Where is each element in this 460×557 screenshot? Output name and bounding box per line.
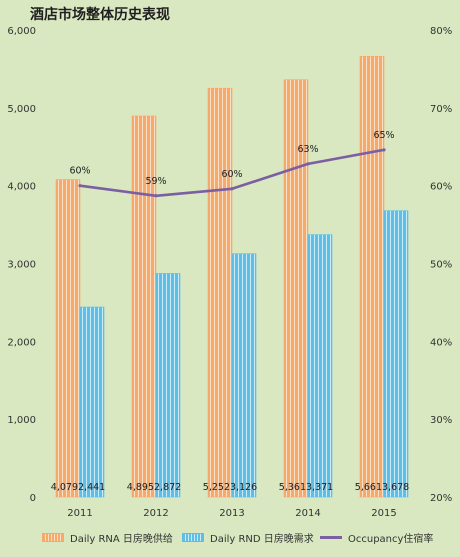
left-tick-label: 2,000	[7, 337, 36, 348]
supply-bar	[283, 79, 309, 498]
demand-value-label: 2,441	[78, 482, 105, 493]
x-tick-label: 2013	[219, 508, 244, 519]
left-axis: 0 1,000 2,000 3,000 4,000 5,000 6,000	[7, 26, 36, 504]
data-labels-group: 4,079 2,441 4,895 2,872 5,252 3,126 5,361 3,371…	[51, 130, 409, 493]
occupancy-value-label: 59%	[145, 176, 166, 187]
left-tick-label: 3,000	[7, 260, 36, 271]
supply-value-label: 4,895	[127, 482, 154, 493]
right-tick-label: 30%	[430, 415, 452, 426]
legend-swatch-supply	[42, 533, 64, 542]
legend-swatch-demand	[182, 533, 204, 542]
occupancy-point	[306, 162, 310, 166]
legend: Daily RNA 日房晚供给 Daily RND 日房晚需求 Occupanc…	[0, 530, 460, 548]
supply-bar	[359, 56, 385, 498]
chart-title: 酒店市场整体历史表现	[30, 7, 170, 23]
demand-bar	[383, 210, 409, 498]
legend-swatch-occupancy	[320, 536, 342, 539]
supply-bar	[55, 179, 81, 498]
occupancy-value-label: 60%	[69, 166, 90, 177]
legend-label-occupancy: Occupancy住宿率	[348, 534, 434, 545]
demand-value-label: 3,371	[306, 482, 333, 493]
legend-label-demand: Daily RND 日房晚需求	[210, 534, 314, 545]
x-tick-label: 2011	[67, 508, 92, 519]
legend-item-supply: Daily RNA 日房晚供给	[42, 530, 173, 545]
demand-bar	[79, 306, 105, 498]
occupancy-point	[154, 194, 158, 198]
occupancy-point	[230, 187, 234, 191]
right-axis: 20% 30% 40% 50% 60% 70% 80%	[430, 26, 452, 504]
left-tick-label: 0	[30, 493, 36, 504]
bars-group	[55, 56, 409, 498]
supply-value-label: 5,252	[203, 482, 230, 493]
legend-item-demand: Daily RND 日房晚需求	[182, 530, 314, 545]
occupancy-value-label: 65%	[373, 130, 394, 141]
demand-bar	[155, 273, 181, 498]
right-tick-label: 20%	[430, 493, 452, 504]
right-tick-label: 80%	[430, 26, 452, 37]
occupancy-line-group	[78, 148, 386, 198]
occupancy-point	[382, 148, 386, 152]
legend-label-supply: Daily RNA 日房晚供给	[70, 534, 173, 545]
right-tick-label: 70%	[430, 104, 452, 115]
supply-value-label: 4,079	[51, 482, 78, 493]
x-axis: 2011 2012 2013 2014 2015	[67, 508, 396, 519]
legend-item-occupancy: Occupancy住宿率	[320, 530, 433, 545]
demand-bar	[231, 253, 257, 498]
x-tick-label: 2015	[371, 508, 396, 519]
occupancy-value-label: 63%	[297, 144, 318, 155]
right-tick-label: 40%	[430, 337, 452, 348]
demand-value-label: 2,872	[154, 482, 181, 493]
left-tick-label: 1,000	[7, 415, 36, 426]
x-tick-label: 2012	[143, 508, 168, 519]
demand-value-label: 3,678	[382, 482, 409, 493]
occupancy-point	[78, 184, 82, 188]
supply-bar	[207, 87, 233, 498]
demand-value-label: 3,126	[230, 482, 257, 493]
occupancy-value-label: 60%	[221, 169, 242, 180]
left-tick-label: 5,000	[7, 104, 36, 115]
x-tick-label: 2014	[295, 508, 320, 519]
demand-bar	[307, 234, 333, 498]
right-tick-label: 60%	[430, 182, 452, 193]
supply-value-label: 5,361	[279, 482, 306, 493]
supply-value-label: 5,661	[355, 482, 382, 493]
supply-bar	[131, 115, 157, 498]
left-tick-label: 6,000	[7, 26, 36, 37]
right-tick-label: 50%	[430, 260, 452, 271]
left-tick-label: 4,000	[7, 182, 36, 193]
